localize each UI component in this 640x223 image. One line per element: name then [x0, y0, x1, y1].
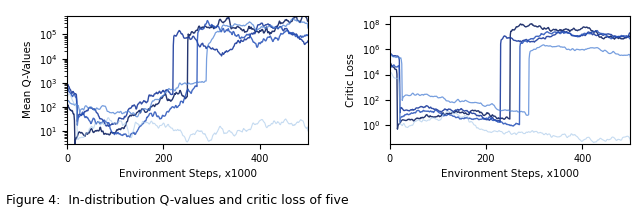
Text: Figure 4:  In-distribution Q-values and critic loss of five: Figure 4: In-distribution Q-values and c… [6, 194, 349, 207]
Y-axis label: Mean Q-Values: Mean Q-Values [24, 41, 33, 118]
X-axis label: Environment Steps, x1000: Environment Steps, x1000 [441, 169, 579, 179]
Y-axis label: Critic Loss: Critic Loss [346, 53, 356, 107]
X-axis label: Environment Steps, x1000: Environment Steps, x1000 [118, 169, 257, 179]
